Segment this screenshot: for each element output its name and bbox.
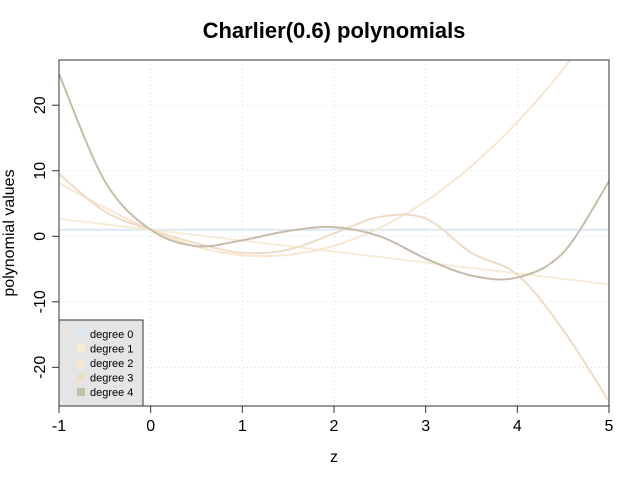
legend-label: degree 3	[90, 373, 133, 385]
legend-label: degree 2	[90, 358, 133, 370]
x-tick-label: -1	[52, 418, 66, 435]
x-tick-label: 3	[421, 418, 430, 435]
legend-label: degree 1	[90, 344, 133, 356]
legend-label: degree 4	[90, 387, 133, 399]
legend-swatch	[77, 330, 85, 338]
x-axis: -1 0 1 2 3 4 5	[52, 406, 614, 435]
y-tick-label: 0	[32, 232, 49, 241]
y-tick-label: 10	[32, 162, 49, 180]
series-line-degree-2	[59, 60, 572, 258]
y-tick-label: -20	[32, 356, 49, 379]
x-tick-label: 4	[513, 418, 522, 435]
x-tick-label: 5	[605, 418, 614, 435]
x-tick-label: 2	[330, 418, 339, 435]
chart-title: Charlier(0.6) polynomials	[203, 18, 466, 43]
y-axis-label: polynomial values	[1, 169, 18, 296]
series-line-degree-4	[59, 73, 609, 281]
legend-label: degree 0	[90, 329, 133, 341]
legend: degree 0 degree 1 degree 2 degree 3 degree 4	[58, 319, 144, 407]
legend-swatch	[77, 373, 85, 382]
y-axis: -20 -10 0 10 20	[32, 96, 59, 379]
legend-swatch	[77, 344, 85, 353]
y-tick-label: 20	[32, 96, 49, 114]
x-tick-label: 1	[238, 418, 247, 435]
series-lines	[59, 60, 609, 402]
x-axis-label: z	[330, 449, 338, 466]
legend-swatch	[77, 388, 85, 396]
legend-swatch	[77, 359, 85, 367]
legend-box	[58, 319, 144, 407]
y-tick-label: -10	[32, 290, 49, 313]
x-tick-label: 0	[146, 418, 155, 435]
